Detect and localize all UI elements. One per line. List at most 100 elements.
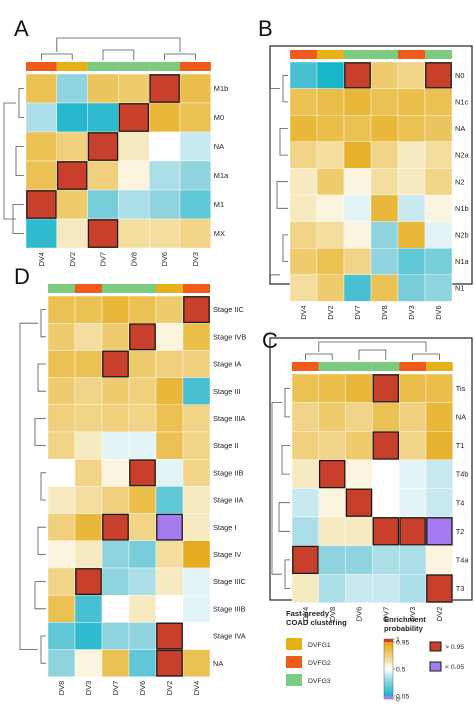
heatmap-cell-d-r13-c3: [128, 649, 157, 677]
heatmap-cell-c-r4-c1: [318, 488, 346, 518]
row-label-d-12: Stage IVA: [213, 632, 246, 641]
heatmap-cell-d-r1-c5: [182, 323, 211, 351]
row-label-c-4: T4: [456, 498, 465, 507]
heatmap-cell-d-r8-c5: [182, 513, 211, 541]
heatmap-cell-b-r8-c3: [370, 274, 399, 302]
heatmap-cell-b-r0-c0: [289, 61, 318, 89]
heatmap-cell-a-r5-c3: [118, 218, 150, 249]
row-label-d-0: Stage IIC: [213, 305, 244, 314]
colorbar-tick-label-0: 1: [396, 636, 400, 643]
row-label-d-5: Stage II: [213, 441, 238, 450]
heatmap-cell-d-r0-c1: [74, 295, 103, 324]
heatmap-cell-d-r1-c0: [47, 323, 76, 351]
heatmap-cell-c-r6-c1: [318, 545, 346, 575]
heatmap-cell-d-r10-c0: [47, 567, 76, 596]
heatmap-cell-d-r3-c2: [101, 377, 130, 406]
heatmap-cell-d-r6-c1: [74, 459, 103, 487]
heatmap-cell-d-r5-c5: [182, 431, 211, 460]
heatmap-cell-a-r1-c1: [56, 102, 88, 133]
heatmap-cell-d-r0-c3: [128, 295, 157, 324]
heatmap-cell-c-r4-c0: [291, 488, 319, 518]
heatmap-cell-b-r7-c5: [424, 247, 453, 275]
heatmap-cell-c-r7-c4: [399, 574, 427, 604]
heatmap-cell-d-r1-c2: [101, 323, 130, 351]
row-label-a-5: MX: [214, 229, 225, 238]
heatmap-cell-c-r7-c2: [345, 574, 373, 604]
significant-high-cell-b-r0-c5: [425, 62, 452, 89]
panel-label-b: B: [258, 16, 273, 41]
cluster-bar-a-dv2: [56, 62, 88, 71]
column-label-b-2: DV7: [353, 305, 362, 319]
colorbar-tick-label-3: 0.05: [396, 693, 409, 700]
significant-high-cell-d-r2-c2: [102, 350, 129, 378]
heatmap-cell-a-r5-c5: [179, 218, 211, 249]
legend-label-dvfg1: DVFG1: [308, 642, 331, 649]
heatmap-cell-b-r7-c3: [370, 247, 399, 275]
significant-high-cell-a-r1-c3: [118, 103, 150, 132]
heatmap-cell-d-r5-c3: [128, 431, 157, 460]
heatmap-cell-c-r4-c3: [372, 488, 400, 518]
column-label-d-1: DV3: [84, 681, 93, 695]
panel-label-d: D: [14, 264, 30, 289]
significant-high-cell-c-r5-c4: [399, 517, 426, 546]
cluster-bar-a-dv3: [180, 62, 211, 71]
cluster-legend-subtitle: COAD clustering: [286, 618, 347, 627]
heatmap-cell-c-r4-c5: [425, 488, 453, 518]
row-label-b-7: N1a: [455, 257, 469, 266]
cluster-bar-d-dv4: [183, 284, 210, 293]
heatmap-cell-b-r4-c2: [343, 168, 372, 196]
heatmap-cell-a-r2-c4: [148, 131, 181, 162]
heatmap-cell-a-r0-c0: [25, 73, 57, 104]
cluster-bar-c-dv2: [426, 362, 453, 371]
heatmap-cell-b-r8-c5: [424, 274, 453, 302]
heatmap-cell-b-r5-c3: [370, 194, 399, 222]
heatmap-cell-d-r5-c2: [101, 431, 130, 460]
column-label-a-3: DV8: [129, 252, 138, 266]
significant-high-cell-d-r8-c2: [102, 513, 129, 541]
heatmap-cell-d-r12-c1: [74, 622, 103, 650]
heatmap-cell-b-r5-c0: [289, 194, 318, 222]
row-label-d-3: Stage III: [213, 387, 241, 396]
heatmap-cell-d-r7-c2: [101, 486, 130, 514]
heatmap-cell-d-r5-c4: [155, 431, 184, 460]
column-label-d-3: DV6: [138, 681, 147, 695]
column-label-c-5: DV2: [435, 607, 444, 621]
heatmap-cell-d-r2-c0: [47, 350, 76, 378]
cluster-bar-d-dv7: [102, 284, 129, 293]
cluster-bar-b-dv7: [344, 50, 371, 59]
heatmap-cell-b-r1-c5: [424, 88, 453, 116]
column-label-d-4: DV2: [165, 681, 174, 695]
heatmap-cell-c-r3-c4: [399, 459, 427, 489]
row-label-d-10: Stage IIIC: [213, 577, 247, 586]
heatmap-cell-c-r1-c3: [372, 402, 400, 432]
column-label-a-0: DV4: [37, 252, 46, 266]
heatmap-cell-c-r2-c1: [318, 431, 346, 461]
heatmap-cell-c-r5-c1: [318, 516, 346, 546]
heatmap-cell-a-r5-c4: [148, 218, 181, 249]
column-label-d-5: DV4: [192, 681, 201, 695]
legend-swatch-dvfg1: [286, 638, 302, 650]
cluster-bar-d-dv8: [48, 284, 75, 293]
legend-label-high: > 0.95: [445, 644, 464, 651]
significant-high-cell-b-r0-c2: [344, 62, 371, 89]
row-label-b-2: NA: [455, 124, 465, 133]
heatmap-cell-d-r4-c0: [47, 404, 76, 433]
heatmap-cell-a-r4-c5: [179, 189, 211, 220]
cluster-bar-b-dv2: [317, 50, 344, 59]
significant-high-cell-c-r4-c2: [345, 488, 373, 517]
heatmap-cell-d-r6-c5: [182, 459, 211, 487]
heatmap-cell-d-r13-c1: [74, 649, 103, 677]
heatmap-cell-d-r7-c5: [182, 486, 211, 514]
heatmap-cell-c-r6-c3: [372, 545, 400, 575]
row-label-d-7: Stage IIA: [213, 496, 243, 505]
row-label-b-4: N2: [455, 177, 464, 186]
heatmap-cell-c-r7-c1: [318, 574, 346, 604]
heatmap-cell-b-r1-c4: [397, 88, 426, 116]
row-label-b-1: N1c: [455, 98, 468, 107]
heatmap-cell-d-r7-c3: [128, 486, 157, 514]
heatmap-cell-d-r6-c0: [47, 459, 76, 487]
heatmap-cell-b-r4-c3: [370, 168, 399, 196]
heatmap-cell-a-r1-c0: [25, 102, 57, 133]
heatmap-cell-a-r5-c0: [25, 218, 57, 249]
